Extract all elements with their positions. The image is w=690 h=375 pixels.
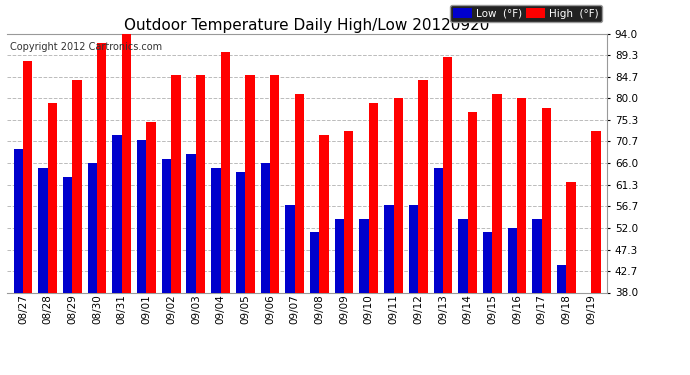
Bar [236, 172, 245, 375]
Title: Outdoor Temperature Daily High/Low 20120920: Outdoor Temperature Daily High/Low 20120… [124, 18, 490, 33]
Bar [245, 75, 255, 375]
Bar [171, 75, 181, 375]
Bar [557, 265, 566, 375]
Bar [533, 219, 542, 375]
Bar [72, 80, 81, 375]
Bar [295, 94, 304, 375]
Bar [211, 168, 221, 375]
Bar [196, 75, 205, 375]
Legend: Low  (°F), High  (°F): Low (°F), High (°F) [450, 5, 602, 22]
Bar [186, 154, 196, 375]
Bar [393, 98, 403, 375]
Bar [508, 228, 517, 375]
Bar [121, 34, 131, 375]
Bar [161, 159, 171, 375]
Bar [418, 80, 428, 375]
Bar [63, 177, 72, 375]
Bar [48, 103, 57, 375]
Bar [369, 103, 378, 375]
Bar [146, 122, 156, 375]
Bar [483, 232, 493, 375]
Bar [112, 135, 121, 375]
Bar [310, 232, 319, 375]
Bar [582, 292, 591, 375]
Bar [591, 131, 600, 375]
Bar [566, 182, 576, 375]
Bar [137, 140, 146, 375]
Bar [23, 62, 32, 375]
Bar [270, 75, 279, 375]
Bar [97, 43, 106, 375]
Bar [88, 163, 97, 375]
Bar [14, 149, 23, 375]
Bar [344, 131, 353, 375]
Bar [458, 219, 468, 375]
Bar [468, 112, 477, 375]
Bar [38, 168, 48, 375]
Bar [542, 108, 551, 375]
Bar [285, 205, 295, 375]
Bar [517, 98, 526, 375]
Bar [261, 163, 270, 375]
Bar [433, 168, 443, 375]
Bar [319, 135, 329, 375]
Bar [493, 94, 502, 375]
Bar [384, 205, 393, 375]
Bar [335, 219, 344, 375]
Bar [359, 219, 369, 375]
Bar [221, 52, 230, 375]
Bar [443, 57, 453, 375]
Text: Copyright 2012 Cartronics.com: Copyright 2012 Cartronics.com [10, 42, 162, 51]
Bar [409, 205, 418, 375]
